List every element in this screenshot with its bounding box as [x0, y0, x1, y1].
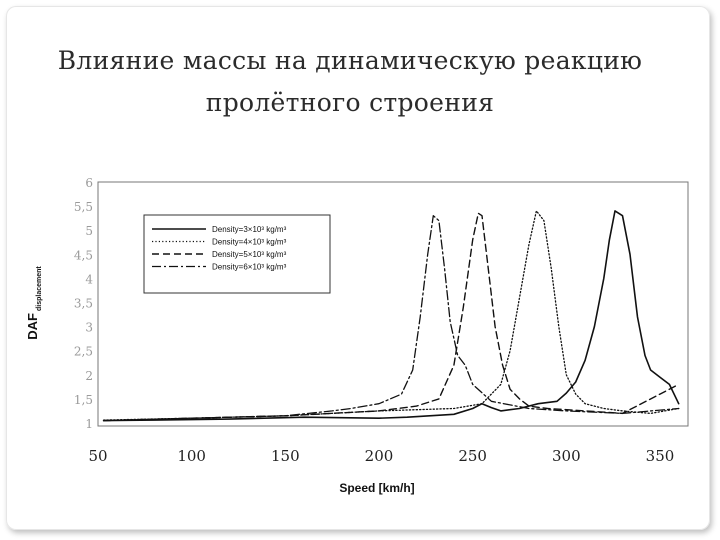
- y-tick-label: 2,5: [74, 345, 93, 359]
- legend-label-1: Density=3×10³ kg/m³: [212, 225, 287, 234]
- y-tick-label: 3,5: [74, 297, 93, 311]
- y-tick-label: 5: [85, 224, 93, 238]
- y-tick-label: 4: [85, 272, 93, 286]
- x-tick-label: 150: [271, 447, 300, 465]
- legend-items: Density=3×10³ kg/m³ Density=4×10³ kg/m³ De…: [152, 225, 287, 272]
- series-line-2: [102, 210, 680, 421]
- x-axis-label: Speed [km/h]: [339, 481, 414, 495]
- series-line-1: [102, 210, 680, 422]
- legend-label-4: Density=6×10³ kg/m³: [212, 263, 287, 272]
- legend-label-3: Density=5×10³ kg/m³: [212, 250, 287, 259]
- x-tick-label: 250: [458, 447, 487, 465]
- slide-title: Влияние массы на динамическую реакцию пр…: [20, 40, 680, 124]
- legend-label-2: Density=4×10³ kg/m³: [212, 238, 287, 247]
- legend: Density=3×10³ kg/m³ Density=4×10³ kg/m³ De…: [143, 214, 331, 294]
- y-axis-label: DAF displacement: [25, 266, 43, 340]
- x-tick-label: 100: [177, 447, 206, 465]
- series-line-4: [102, 215, 680, 422]
- y-axis-ticks: 1 1,5 2 2,5 3 3,5 4 4,5 5 5,5 6: [74, 176, 93, 431]
- y-tick-label: 4,5: [74, 248, 93, 262]
- series-line-3: [102, 212, 680, 422]
- x-tick-label: 350: [646, 447, 675, 465]
- y-tick-label: 2: [85, 369, 93, 383]
- y-tick-label: 5,5: [74, 200, 93, 214]
- y-axis-label-sub: displacement: [36, 266, 43, 311]
- y-tick-label: 1: [85, 417, 93, 431]
- y-axis-label-main: DAF: [25, 313, 40, 340]
- series-layer: [102, 210, 680, 422]
- y-tick-label: 6: [85, 176, 93, 190]
- x-tick-label: 50: [88, 447, 107, 465]
- y-tick-label: 3: [85, 321, 93, 335]
- x-tick-label: 300: [552, 447, 581, 465]
- y-tick-label: 1,5: [74, 393, 93, 407]
- x-tick-label: 200: [365, 447, 394, 465]
- slide-title-line-1: Влияние массы на динамическую реакцию: [57, 46, 643, 75]
- slide-title-line-2: пролётного строения: [205, 88, 495, 117]
- x-axis-ticks: 50 100 150 200 250 300 350: [88, 447, 674, 465]
